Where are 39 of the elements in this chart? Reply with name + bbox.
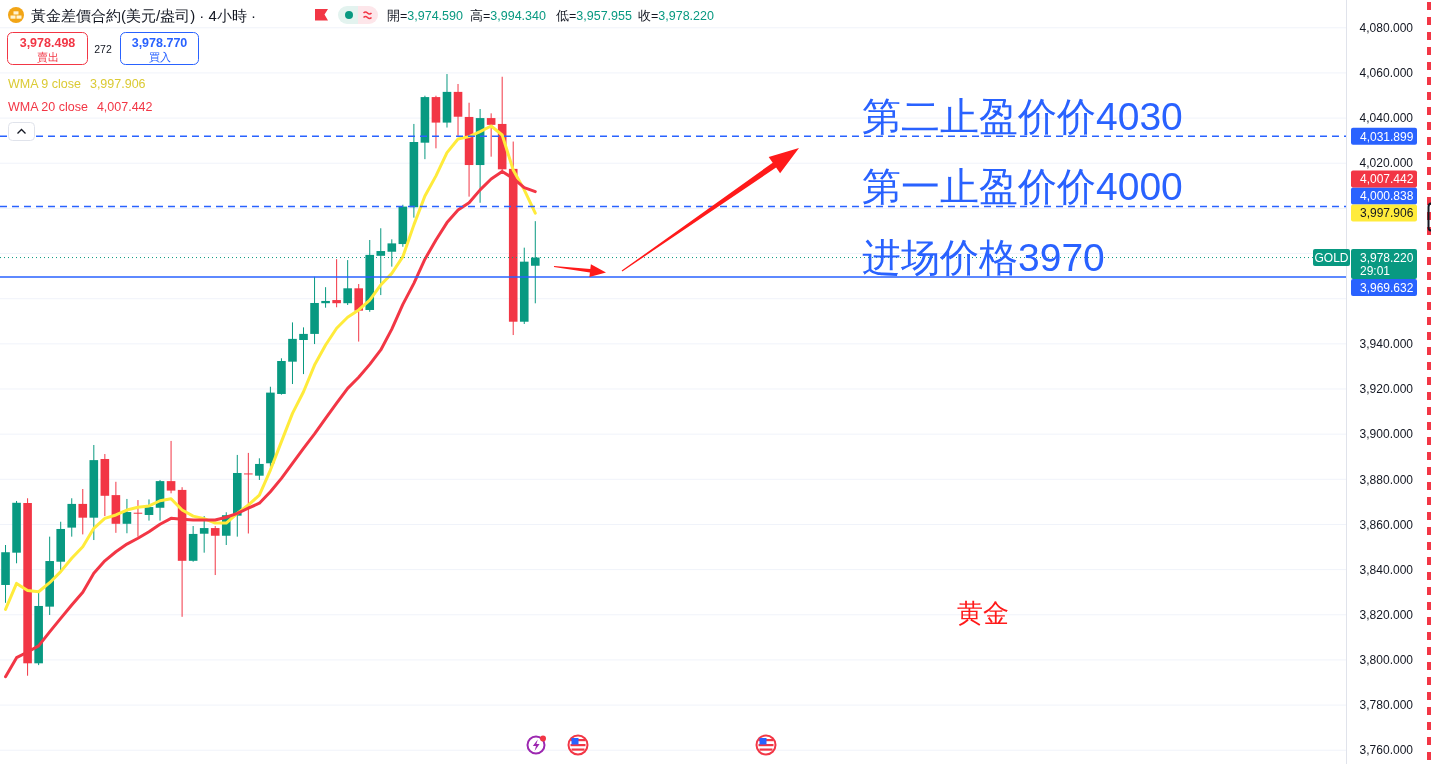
y-tick-label: 3,820.000 bbox=[1359, 607, 1413, 622]
ref-line-label: 3,969.632 bbox=[1360, 280, 1414, 295]
y-tick-label: 3,780.000 bbox=[1359, 698, 1413, 713]
legend-entry: WMA 9 close 3,997.906 bbox=[8, 77, 146, 91]
ref-line-label: 4,031.899 bbox=[1360, 129, 1414, 144]
y-tick-label: 3,860.000 bbox=[1359, 517, 1413, 532]
ohlc: 低=3,957.955 bbox=[556, 9, 632, 23]
y-tick-label: 3,880.000 bbox=[1359, 472, 1413, 487]
price-scale-label: 3,969.632 bbox=[1351, 279, 1417, 297]
y-tick-label: 3,840.000 bbox=[1359, 562, 1413, 577]
price-scale-label: 3,978.220 29:01 bbox=[1351, 249, 1417, 280]
title: 黃金差價合約(美元/盎司) · 4小時 · bbox=[31, 7, 256, 24]
legend-entry: WMA 20 close 4,007.442 bbox=[8, 100, 153, 114]
annotation: 3,978.770 bbox=[131, 36, 188, 50]
annotation: 进场价格3970 bbox=[862, 235, 1105, 279]
y-tick-label: 3,760.000 bbox=[1359, 743, 1413, 758]
y-tick-label: 3,920.000 bbox=[1359, 382, 1413, 397]
y-tick-label: 4,020.000 bbox=[1359, 156, 1413, 171]
ohlc: 開=3,974.590 bbox=[387, 9, 463, 23]
annotation: 買入 bbox=[148, 50, 171, 63]
annotation: 第一止盈价价4000 bbox=[862, 165, 1183, 209]
ohlc: 收=3,978.220 bbox=[638, 9, 714, 23]
annotation: 3,978.498 bbox=[19, 36, 76, 50]
y-tick-label: 3,940.000 bbox=[1359, 337, 1413, 352]
control-sell: 3,978.498 賣出 bbox=[7, 32, 88, 65]
y-tick-label: 4,060.000 bbox=[1359, 66, 1413, 81]
annotation: 黄金 bbox=[957, 599, 1009, 628]
y-tick-label: 4,080.000 bbox=[1359, 20, 1413, 35]
annotation: 賣出 bbox=[36, 50, 59, 63]
control-buy: 3,978.770 買入 bbox=[120, 32, 199, 65]
annotation: 第二止盈价价4030 bbox=[862, 95, 1183, 139]
symbol-label: GOLD bbox=[1313, 249, 1350, 267]
ref-line-label: 3,978.220 bbox=[1360, 250, 1414, 265]
y-tick-label: 3,800.000 bbox=[1359, 653, 1413, 668]
y-tick-label: 4,040.000 bbox=[1359, 111, 1413, 126]
spread: 272 bbox=[94, 43, 112, 55]
ohlc: 高=3,994.340 bbox=[470, 9, 546, 23]
ref-line-label: 4,000.838 bbox=[1360, 189, 1414, 204]
y-tick-label: 3,900.000 bbox=[1359, 427, 1413, 442]
